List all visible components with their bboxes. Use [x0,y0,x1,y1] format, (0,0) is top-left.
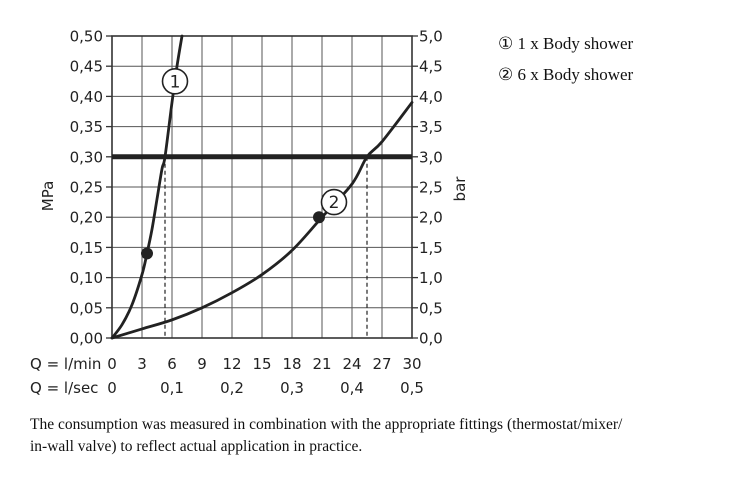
x-lmin-tick-label: 3 [137,355,147,373]
series-2-line [110,101,414,340]
x-lmin-tick-label: 27 [372,355,391,373]
footnote-line-1: The consumption was measured in combinat… [30,416,623,433]
y-left-tick-label: 0,00 [70,330,103,348]
legend-item-1: ① 1 x Body shower [498,33,633,64]
x-lsec-tick-label: 0 [107,379,117,397]
y-right-tick-label: 2,5 [419,179,443,197]
legend-marker-1: ① [498,34,514,53]
y-axis-right-label: bar [451,176,469,202]
x-lmin-tick-label: 9 [197,355,207,373]
y-right-tick-label: 4,0 [419,88,443,106]
series-2-label-circle [320,188,348,216]
y-left-tick-label: 0,35 [70,118,103,136]
chart-legend: ① 1 x Body shower ② 6 x Body shower [498,33,633,95]
legend-text-2: 6 x Body shower [517,65,634,84]
x-lmin-tick-label: 6 [167,355,177,373]
y-right-tick-label: 1,0 [419,269,443,287]
y-right-tick-label: 2,0 [419,209,443,227]
y-left-tick-label: 0,50 [70,28,103,46]
y-right-tick-label: 5,0 [419,28,443,46]
series-1-label-circle [161,68,189,95]
footnote-line-2: in-wall valve) to reflect actual applica… [30,438,363,455]
series-1-line [110,34,184,340]
series-1-point [141,247,153,260]
x-lmin-tick-label: 12 [222,355,241,373]
y-right-tick-label: 1,5 [419,239,443,257]
legend-marker-2: ② [498,65,514,84]
series-1-label-number: 1 [170,72,181,92]
y-left-tick-label: 0,05 [70,299,103,317]
x-lsec-tick-label: 0,2 [220,379,244,397]
y-left-tick-label: 0,30 [70,148,103,166]
x-axis-lsec-prefix: Q = l/sec [30,379,98,397]
y-right-tick-label: 3,0 [419,148,443,166]
series-2-point [313,211,325,224]
y-left-tick-label: 0,15 [70,239,103,257]
y-left-tick-label: 0,25 [70,179,103,197]
y-right-tick-label: 4,5 [419,58,443,76]
x-lsec-tick-label: 0,1 [160,379,184,397]
legend-text-1: 1 x Body shower [517,34,634,53]
y-left-tick-label: 0,45 [70,58,103,76]
legend-item-2: ② 6 x Body shower [498,64,633,95]
chart-axes [106,35,418,339]
y-left-tick-label: 0,40 [70,88,103,106]
pressure-flow-chart: 0,000,050,100,150,200,250,300,350,400,45… [30,28,469,398]
x-lmin-tick-label: 18 [282,355,301,373]
chart-tick-labels: 0,000,050,100,150,200,250,300,350,400,45… [70,28,443,398]
y-right-tick-label: 3,5 [419,118,443,136]
y-right-tick-label: 0,5 [419,299,443,317]
x-lsec-tick-label: 0,5 [400,379,424,397]
y-left-tick-label: 0,10 [70,269,103,287]
footnote: The consumption was measured in combinat… [30,414,730,458]
series-2-label-number: 2 [329,193,340,213]
y-right-tick-label: 0,0 [419,330,443,348]
x-axis-lmin-prefix: Q = l/min [30,355,101,373]
x-lmin-tick-label: 24 [342,355,361,373]
x-lsec-tick-label: 0,3 [280,379,304,397]
x-lmin-tick-label: 30 [402,355,421,373]
x-lmin-tick-label: 0 [107,355,117,373]
x-lmin-tick-label: 21 [312,355,331,373]
y-left-tick-label: 0,20 [70,209,103,227]
chart-series: 12 [110,34,414,340]
x-lsec-tick-label: 0,4 [340,379,364,397]
x-lmin-tick-label: 15 [252,355,271,373]
y-axis-left-label: MPa [39,181,57,212]
